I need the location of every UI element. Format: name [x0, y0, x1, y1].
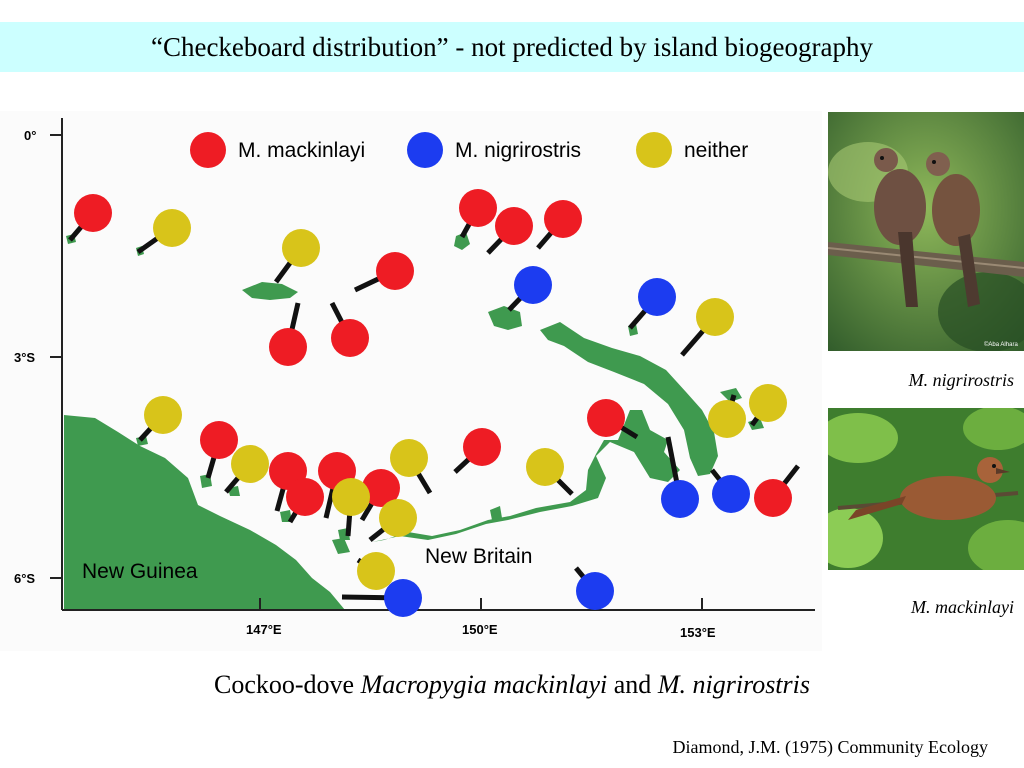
dot-mackinlayi: [362, 469, 400, 507]
dot-neither: [282, 229, 320, 267]
title-bar: “Checkeboard distribution” - not predict…: [0, 22, 1024, 72]
new-britain-landmass: [372, 410, 680, 542]
dot-mackinlayi: [74, 194, 112, 232]
slide-title: “Checkeboard distribution” - not predict…: [150, 31, 874, 62]
dot-mackinlayi: [463, 428, 501, 466]
legend-nigrirostris-label: M. nigrirostris: [455, 139, 581, 162]
dot-nigrirostris: [638, 278, 676, 316]
legend-nigrirostris-swatch: [407, 132, 443, 168]
legend-mackinlayi-label: M. mackinlayi: [238, 139, 365, 162]
y-label-0: 0°: [24, 128, 36, 143]
dot-neither: [357, 552, 395, 590]
dot-nigrirostris: [384, 579, 422, 617]
dot-neither: [749, 384, 787, 422]
dot-mackinlayi: [200, 421, 238, 459]
slide-caption: Cockoo-dove Macropygia mackinlayi and M.…: [0, 670, 1024, 700]
dot-neither: [390, 439, 428, 477]
legend-neither-label: neither: [684, 139, 748, 162]
new-hanover-island: [488, 306, 522, 330]
dot-mackinlayi: [459, 189, 497, 227]
dot-neither: [526, 448, 564, 486]
photo-watermark: ©Aba Alhara: [984, 341, 1018, 348]
dot-nigrirostris: [514, 266, 552, 304]
citation: Diamond, J.M. (1975) Community Ecology: [672, 737, 988, 757]
mussau-island: [454, 232, 470, 250]
dot-neither: [379, 499, 417, 537]
dot-neither: [696, 298, 734, 336]
dot-nigrirostris: [712, 475, 750, 513]
y-label-6s: 6°S: [14, 571, 35, 586]
caption-species-1: Macropygia mackinlayi: [360, 670, 608, 699]
dot-neither: [708, 400, 746, 438]
caption-prefix: Cockoo-dove: [213, 670, 361, 699]
y-label-3s: 3°S: [14, 350, 35, 365]
dot-mackinlayi: [495, 207, 533, 245]
islet: [332, 538, 350, 554]
dot-neither: [231, 445, 269, 483]
new-britain-label: New Britain: [425, 545, 532, 568]
new-guinea-landmass: [64, 415, 345, 610]
x-label-147: 147°E: [246, 622, 282, 637]
dot-mackinlayi: [286, 478, 324, 516]
x-label-150: 150°E: [462, 622, 498, 637]
caption-and: and: [607, 670, 658, 699]
dot-mackinlayi: [269, 328, 307, 366]
photo-nigrirostris: ©Aba Alhara: [828, 112, 1024, 351]
legend-mackinlayi-swatch: [190, 132, 226, 168]
legend-neither-swatch: [636, 132, 672, 168]
nigrirostris-photo-art: ©Aba Alhara: [828, 112, 1024, 351]
new-ireland-landmass: [540, 322, 718, 476]
photo-mackinlayi: [828, 408, 1024, 570]
x-label-153: 153°E: [680, 625, 716, 640]
dot-mackinlayi: [587, 399, 625, 437]
dot-mackinlayi: [754, 479, 792, 517]
islet: [490, 506, 502, 520]
dot-nigrirostris: [576, 572, 614, 610]
caption-mackinlayi: M. mackinlayi: [911, 597, 1014, 617]
dot-nigrirostris: [661, 480, 699, 518]
distribution-map: 0° 3°S 6°S 147°E 150°E 153°E New Guinea …: [0, 111, 822, 651]
dot-mackinlayi: [376, 252, 414, 290]
dot-neither: [144, 396, 182, 434]
caption-nigrirostris: M. nigrirostris: [908, 370, 1014, 390]
islet: [720, 388, 742, 402]
species-dots: [68, 189, 800, 617]
mackinlayi-photo-art: [828, 408, 1024, 570]
manus-island: [242, 282, 298, 300]
new-guinea-label: New Guinea: [82, 560, 198, 583]
dot-mackinlayi: [544, 200, 582, 238]
dot-neither: [153, 209, 191, 247]
dot-neither: [332, 478, 370, 516]
dot-mackinlayi: [331, 319, 369, 357]
caption-species-2: M. nigrirostris: [657, 670, 810, 699]
map-svg: 0° 3°S 6°S 147°E 150°E 153°E New Guinea …: [14, 118, 815, 640]
